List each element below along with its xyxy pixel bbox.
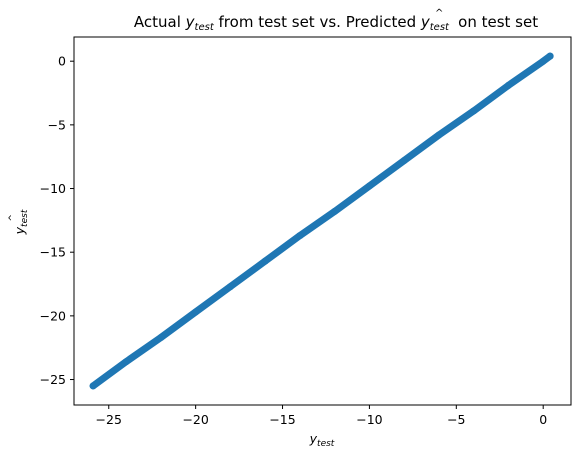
y-tick-label: −20	[40, 308, 66, 323]
data-point	[504, 81, 512, 89]
data-point	[331, 207, 339, 215]
data-point	[226, 283, 234, 291]
x-tick-label: −5	[447, 412, 465, 427]
data-point	[365, 182, 373, 190]
data-point	[546, 52, 554, 60]
x-tick-label: −10	[356, 412, 382, 427]
y-tick-label: 0	[58, 54, 66, 69]
data-point	[400, 157, 408, 164]
data-point	[470, 107, 478, 115]
y-axis-label: ytest^	[8, 209, 30, 235]
data-point	[539, 57, 547, 65]
y-tick-label: −25	[40, 372, 66, 387]
x-tick-label: −25	[96, 412, 122, 427]
y-tick-label: −15	[40, 245, 66, 260]
x-tick-label: 0	[539, 412, 547, 427]
data-point	[296, 232, 304, 240]
data-point	[122, 358, 130, 366]
chart-title: Actual ytest from test set vs. Predicted…	[134, 8, 538, 33]
y-tick-label: −10	[40, 181, 66, 196]
scatter-marks	[89, 52, 554, 390]
plot-frame	[73, 36, 572, 406]
x-axis: −25 −20 −15 −10 −5 0	[96, 405, 547, 427]
data-point	[261, 257, 269, 265]
x-tick-label: −15	[269, 412, 295, 427]
x-tick-label: −20	[182, 412, 208, 427]
data-point	[89, 382, 97, 390]
data-point	[192, 308, 200, 316]
y-axis: −25 −20 −15 −10 −5 0	[40, 54, 74, 387]
data-point	[435, 131, 443, 139]
y-tick-label: −5	[48, 117, 66, 132]
data-point	[157, 334, 165, 341]
x-axis-label: ytest	[309, 431, 335, 449]
